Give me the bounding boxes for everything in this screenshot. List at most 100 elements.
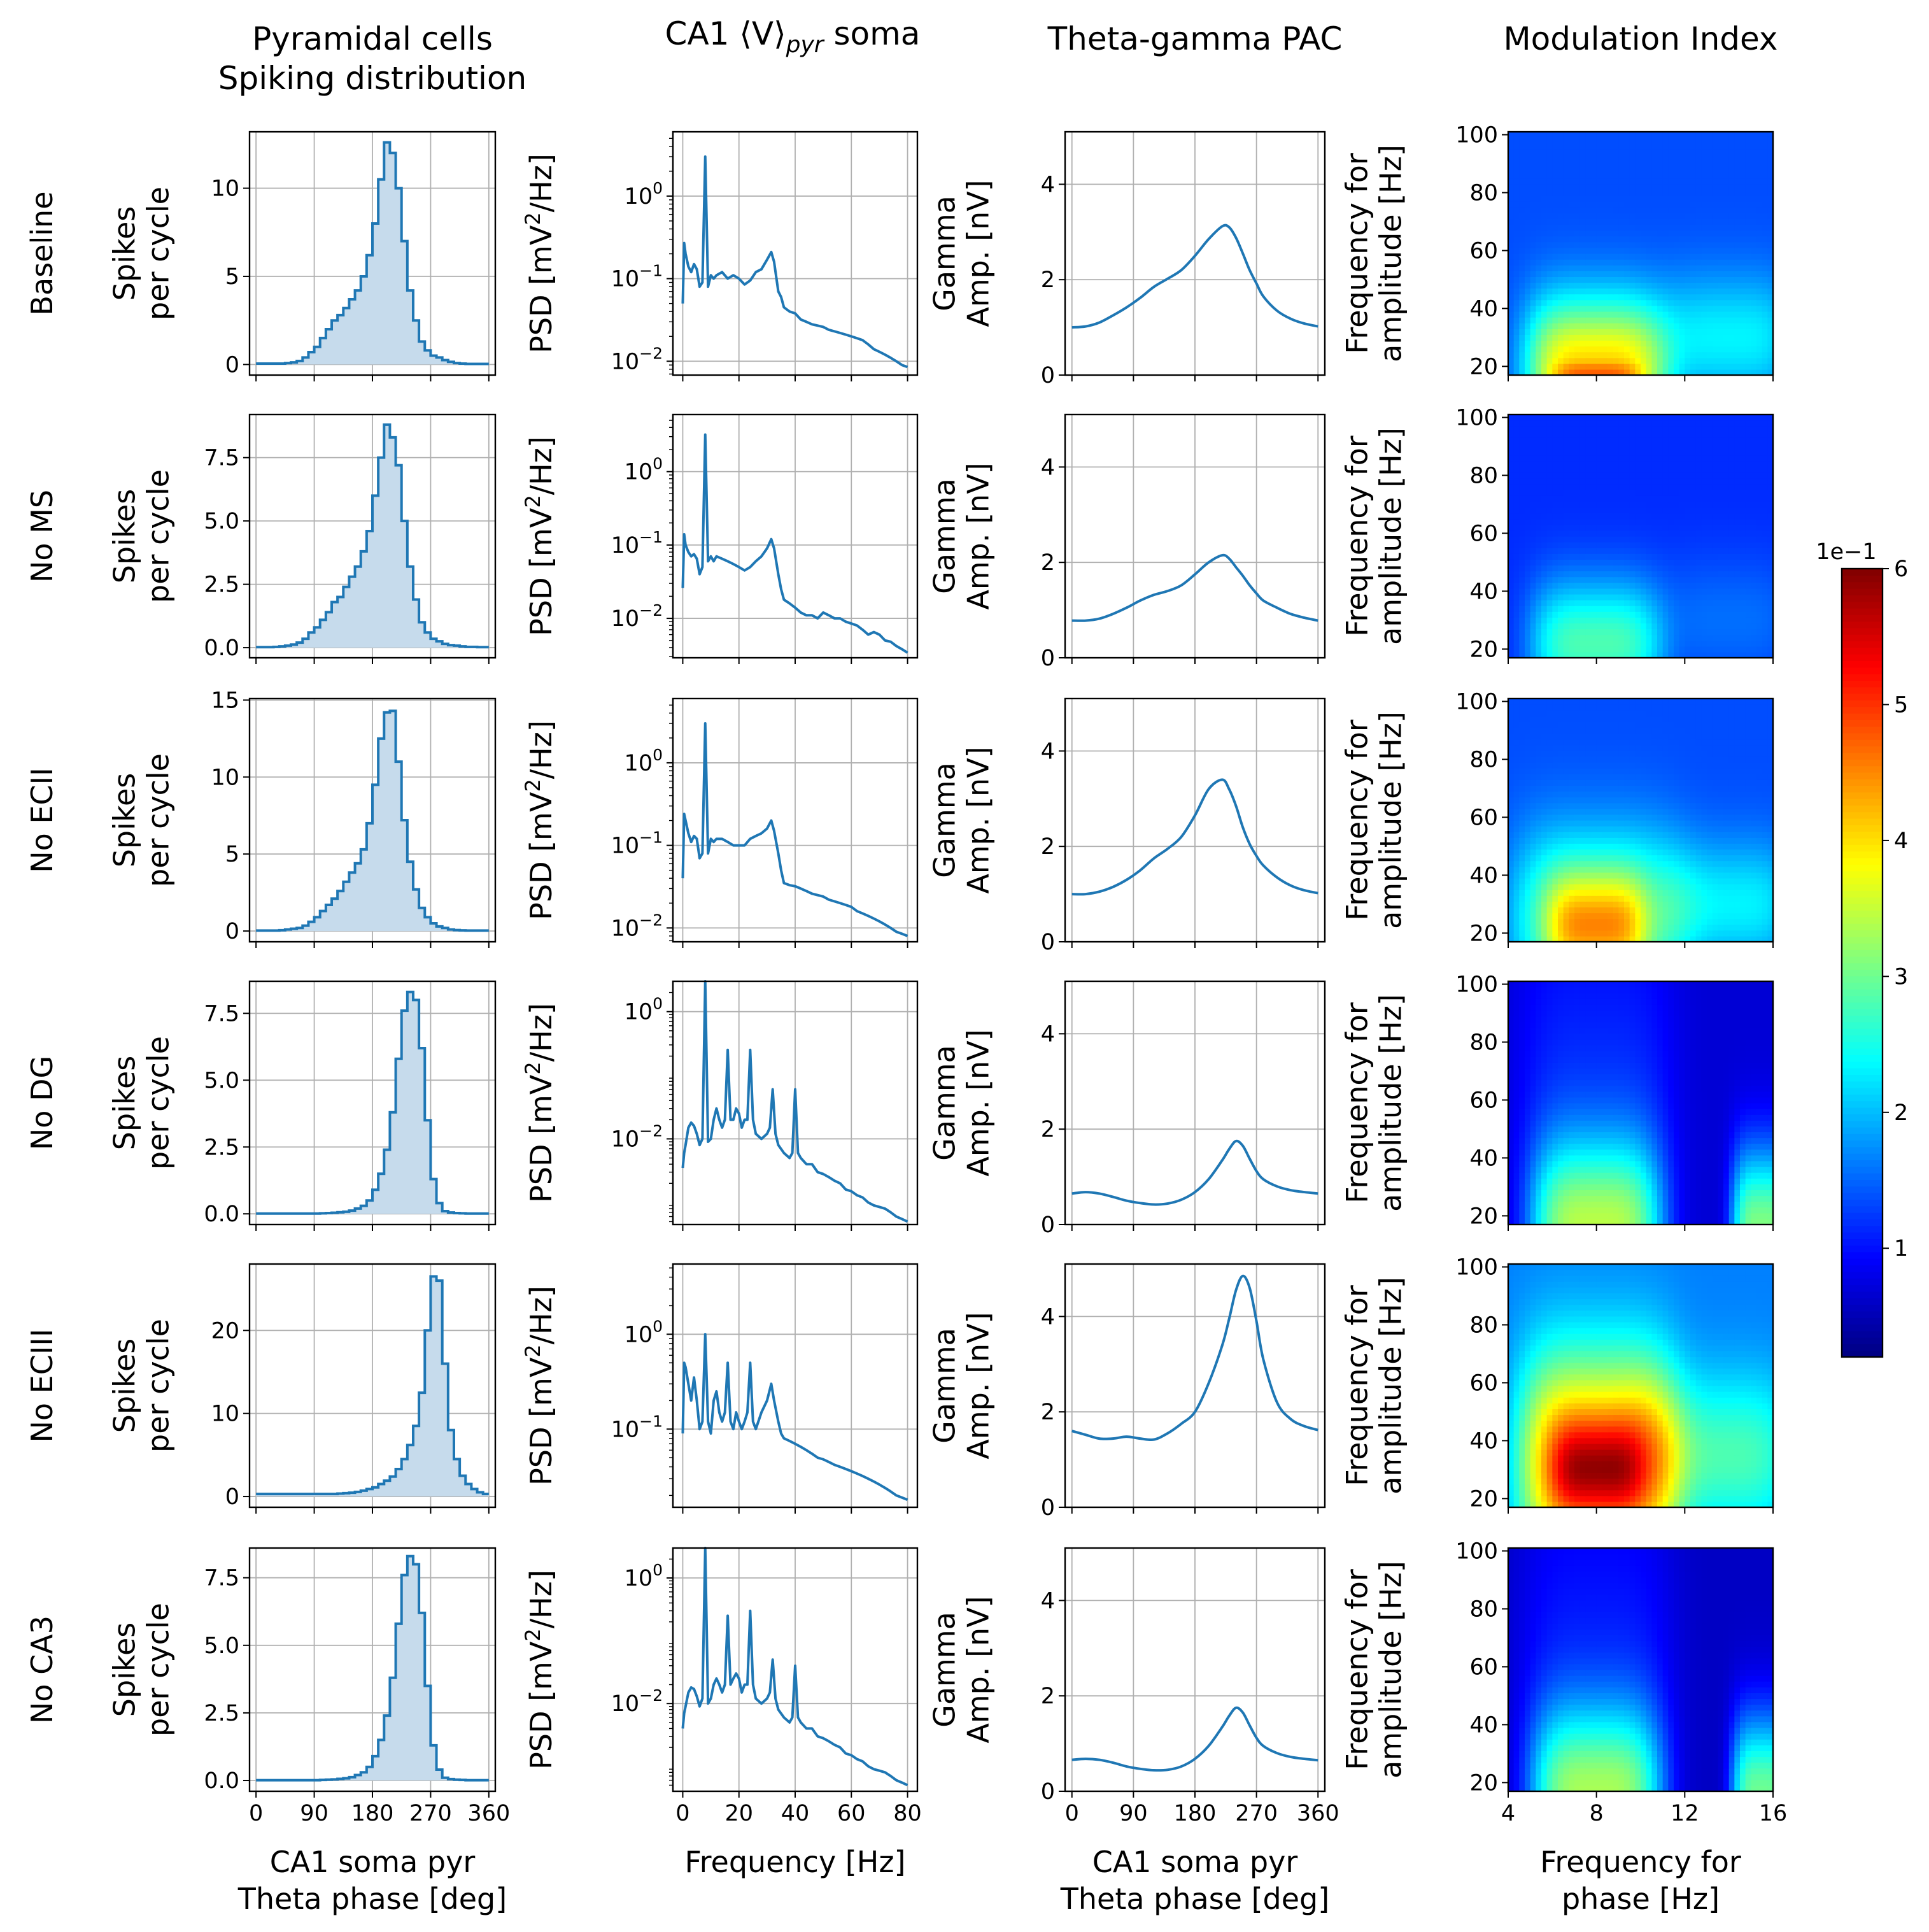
heatmap-cell: [1701, 305, 1707, 312]
heatmap-cell: [1579, 305, 1586, 312]
heatmap-cell: [1728, 460, 1735, 467]
pac-ylabel-line: Gamma: [928, 478, 962, 594]
heatmap-cell: [1685, 213, 1691, 220]
heatmap-cell: [1569, 241, 1575, 248]
heatmap-cell: [1525, 432, 1531, 438]
heatmap-cell: [1723, 449, 1730, 456]
heatmap-cell: [1740, 437, 1746, 444]
heatmap-cell: [1513, 542, 1520, 548]
psd-ylabel: PSD [mV2/Hz]: [521, 720, 558, 920]
heatmap-cell: [1657, 634, 1664, 641]
heatmap-cell: [1657, 415, 1664, 421]
heatmap-cell: [1618, 930, 1625, 937]
heatmap-cell: [1756, 183, 1763, 190]
heatmap-cell: [1646, 582, 1652, 589]
heatmap-cell: [1701, 317, 1707, 323]
heatmap-cell: [1541, 553, 1548, 560]
heatmap-cell: [1530, 334, 1536, 341]
heatmap-cell: [1569, 299, 1575, 306]
heatmap-cell: [1608, 432, 1614, 438]
heatmap-cell: [1662, 913, 1669, 920]
heatmap-cell: [1546, 236, 1553, 243]
heatmap-cell: [1519, 166, 1525, 173]
heatmap-cell: [1662, 143, 1669, 150]
heatmap-cell: [1525, 582, 1531, 589]
heatmap-cell: [1513, 183, 1520, 190]
heatmap-cell: [1762, 443, 1768, 450]
heatmap-cell: [1618, 426, 1625, 432]
heatmap-cell: [1541, 593, 1548, 600]
heatmap-cell: [1707, 553, 1713, 560]
heatmap-cell: [1762, 311, 1768, 318]
y-tick-base: 10: [625, 460, 653, 485]
heatmap-cell: [1629, 369, 1636, 376]
heatmap-cell: [1756, 201, 1763, 208]
heatmap-cell: [1718, 276, 1724, 283]
y-tick-label: 100: [625, 746, 663, 776]
heatmap-cell: [1674, 334, 1680, 341]
heatmap-cell: [1723, 623, 1730, 630]
heatmap-cell: [1541, 918, 1548, 925]
heatmap-cell: [1546, 259, 1553, 266]
heatmap-cell: [1679, 149, 1685, 155]
heatmap-cell: [1657, 576, 1664, 583]
heatmap-cell: [1536, 930, 1542, 937]
heatmap-cell: [1591, 294, 1597, 301]
heatmap-cell: [1519, 230, 1525, 237]
heatmap-cell: [1591, 305, 1597, 312]
heatmap-cell: [1685, 160, 1691, 167]
heatmap-cell: [1756, 230, 1763, 237]
heatmap-cell: [1745, 294, 1751, 301]
heatmap-cell: [1558, 369, 1564, 376]
heatmap-cell: [1762, 611, 1768, 618]
heatmap-cell: [1558, 495, 1564, 502]
heatmap-cell: [1662, 178, 1669, 185]
heatmap-cell: [1657, 588, 1664, 595]
heatmap-cell: [1745, 455, 1751, 462]
heatmap-cell: [1596, 415, 1602, 421]
heatmap-cell: [1536, 311, 1542, 318]
mi-ylabel-line: amplitude [Hz]: [1374, 145, 1408, 362]
heatmap-cell: [1641, 432, 1647, 438]
heatmap-cell: [1513, 600, 1520, 606]
heatmap-cell: [1579, 449, 1586, 456]
heatmap-cell: [1707, 207, 1713, 213]
heatmap-cell: [1525, 236, 1531, 243]
heatmap-cell: [1558, 634, 1564, 641]
heatmap-cell: [1728, 913, 1735, 920]
heatmap-cell: [1546, 634, 1553, 641]
heatmap-cell: [1679, 317, 1685, 323]
heatmap-cell: [1767, 183, 1774, 190]
heatmap-cell: [1541, 247, 1548, 254]
heatmap-cell: [1740, 623, 1746, 630]
heatmap-cell: [1701, 265, 1707, 271]
heatmap-cell: [1646, 484, 1652, 490]
heatmap-cell: [1591, 224, 1597, 231]
heatmap-cell: [1679, 323, 1685, 329]
heatmap-cell: [1552, 918, 1558, 925]
heatmap-cell: [1651, 449, 1658, 456]
heatmap-cell: [1591, 588, 1597, 595]
heatmap-cell: [1756, 606, 1763, 612]
heatmap-cell: [1536, 935, 1542, 942]
heatmap-cell: [1651, 195, 1658, 202]
heatmap-cell: [1552, 369, 1558, 376]
heatmap-cell: [1767, 218, 1774, 225]
heatmap-cell: [1536, 207, 1542, 213]
heatmap-cell: [1608, 530, 1614, 537]
heatmap-cell: [1674, 415, 1680, 421]
heatmap-cell: [1745, 629, 1751, 636]
heatmap-cell: [1690, 437, 1697, 444]
heatmap-cell: [1513, 259, 1520, 266]
heatmap-cell: [1618, 536, 1625, 543]
heatmap-cell: [1519, 207, 1525, 213]
heatmap-cell: [1513, 640, 1520, 647]
heatmap-cell: [1646, 524, 1652, 531]
heatmap-cell: [1707, 138, 1713, 144]
heatmap-cell: [1579, 178, 1586, 185]
heatmap-cell: [1635, 363, 1641, 370]
heatmap-cell: [1657, 276, 1664, 283]
heatmap-cell: [1624, 913, 1630, 920]
heatmap-cell: [1536, 369, 1542, 376]
heatmap-cell: [1508, 271, 1515, 277]
